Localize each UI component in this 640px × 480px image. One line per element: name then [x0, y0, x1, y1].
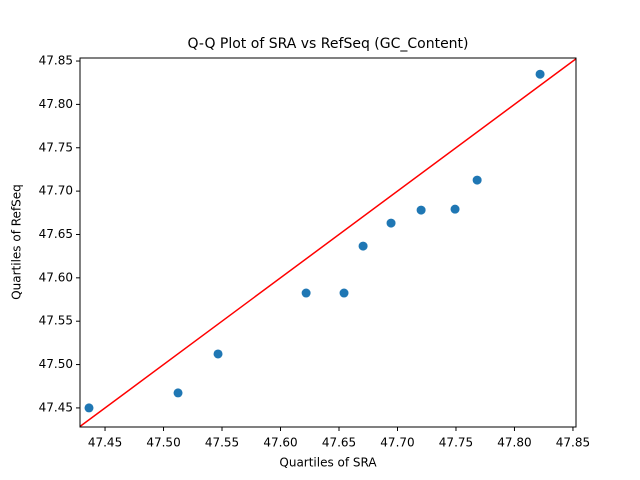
- chart-title: Q-Q Plot of SRA vs RefSeq (GC_Content): [187, 36, 468, 52]
- x-tick-label: 47.50: [146, 436, 180, 450]
- point: [173, 388, 183, 398]
- point: [416, 205, 426, 215]
- x-tick-label: 47.55: [205, 436, 239, 450]
- plot-frame: [79, 57, 577, 428]
- x-axis-label: Quartiles of SRA: [279, 456, 377, 470]
- point: [213, 349, 223, 359]
- x-tick-label: 47.80: [497, 436, 531, 450]
- y-tick-label: 47.60: [39, 270, 73, 284]
- point: [301, 288, 311, 298]
- x-tick-label: 47.75: [439, 436, 473, 450]
- point: [472, 175, 482, 185]
- y-tick-label: 47.80: [39, 97, 73, 111]
- point: [386, 218, 396, 228]
- x-tick-label: 47.70: [380, 436, 414, 450]
- point: [339, 288, 349, 298]
- x-tick-label: 47.60: [263, 436, 297, 450]
- y-axis-label: Quartiles of RefSeq: [10, 184, 24, 300]
- x-tick-label: 47.85: [556, 436, 590, 450]
- x-tick-label: 47.65: [322, 436, 356, 450]
- x-tick-label: 47.45: [88, 436, 122, 450]
- point: [450, 204, 460, 214]
- point: [84, 403, 94, 413]
- reference-line: [80, 58, 576, 427]
- point: [358, 241, 368, 251]
- y-tick-label: 47.55: [39, 314, 73, 328]
- y-tick-label: 47.75: [39, 140, 73, 154]
- y-tick-label: 47.65: [39, 227, 73, 241]
- point: [535, 69, 545, 79]
- y-tick-label: 47.45: [39, 400, 73, 414]
- y-tick-label: 47.70: [39, 184, 73, 198]
- y-tick-label: 47.50: [39, 357, 73, 371]
- y-tick-label: 47.85: [39, 54, 73, 68]
